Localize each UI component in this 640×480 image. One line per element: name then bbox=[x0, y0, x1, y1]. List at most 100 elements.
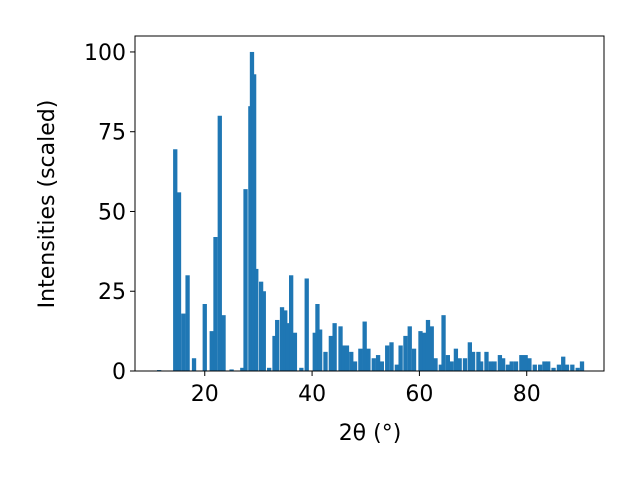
y-tick-label: 100 bbox=[84, 41, 126, 66]
x-tick-label: 80 bbox=[513, 382, 541, 407]
bar bbox=[570, 364, 575, 371]
bar bbox=[449, 361, 454, 371]
bar bbox=[352, 361, 358, 371]
y-tick-label: 0 bbox=[112, 360, 126, 385]
bar bbox=[176, 192, 182, 371]
bar bbox=[202, 304, 207, 371]
bar bbox=[349, 351, 354, 371]
bar bbox=[283, 310, 288, 371]
bar bbox=[181, 313, 186, 371]
bar bbox=[445, 355, 450, 371]
bar bbox=[422, 332, 427, 371]
bar bbox=[542, 361, 547, 371]
y-tick-label: 50 bbox=[98, 200, 126, 225]
bar bbox=[191, 358, 197, 371]
bar bbox=[217, 115, 222, 371]
bar bbox=[289, 275, 294, 371]
bar bbox=[292, 332, 298, 371]
bar bbox=[240, 367, 245, 371]
bar bbox=[513, 361, 519, 371]
bar bbox=[551, 367, 556, 371]
bar bbox=[366, 348, 371, 371]
bar bbox=[279, 307, 285, 371]
bar bbox=[523, 355, 528, 371]
x-axis-label: 2θ (°) bbox=[339, 421, 402, 446]
bar bbox=[323, 351, 328, 371]
bar bbox=[379, 361, 384, 371]
bar bbox=[258, 281, 264, 371]
bar bbox=[251, 74, 257, 372]
bar bbox=[418, 331, 423, 371]
bar bbox=[272, 335, 277, 371]
bar bbox=[457, 358, 462, 371]
x-tick-label: 20 bbox=[191, 382, 219, 407]
bar bbox=[209, 331, 214, 371]
bar bbox=[500, 358, 506, 371]
bar bbox=[221, 315, 226, 371]
bar bbox=[484, 351, 489, 371]
bar bbox=[362, 321, 367, 371]
bar bbox=[173, 149, 178, 371]
bar bbox=[476, 351, 481, 371]
bar bbox=[488, 361, 493, 371]
bar bbox=[519, 355, 524, 371]
bar bbox=[441, 315, 446, 371]
bar bbox=[394, 364, 400, 371]
bar bbox=[575, 367, 580, 371]
bar bbox=[213, 237, 218, 371]
bar bbox=[429, 326, 434, 371]
bar bbox=[537, 364, 543, 371]
y-axis-label: Intensities (scaled) bbox=[35, 100, 60, 309]
bar bbox=[254, 268, 259, 371]
bar bbox=[556, 364, 562, 371]
bar bbox=[462, 358, 468, 371]
bar bbox=[564, 364, 570, 371]
bar bbox=[375, 355, 381, 371]
bar bbox=[389, 342, 394, 371]
bar bbox=[371, 358, 376, 371]
bar bbox=[561, 356, 566, 371]
bar bbox=[425, 319, 431, 371]
bar bbox=[398, 345, 403, 371]
bar bbox=[497, 355, 503, 371]
bar bbox=[385, 345, 390, 371]
bar bbox=[527, 358, 532, 371]
bar bbox=[509, 361, 514, 371]
bar bbox=[315, 304, 320, 371]
bar bbox=[185, 275, 190, 371]
bar bbox=[505, 364, 511, 371]
bar bbox=[546, 361, 551, 371]
bar bbox=[317, 329, 323, 371]
bar bbox=[492, 361, 497, 371]
bar bbox=[438, 364, 444, 371]
bar bbox=[467, 342, 472, 371]
bar bbox=[304, 278, 309, 371]
y-tick-label: 75 bbox=[98, 121, 126, 146]
bar bbox=[243, 189, 248, 371]
bar bbox=[411, 348, 417, 371]
bar bbox=[338, 326, 343, 371]
bar bbox=[261, 291, 266, 371]
bar bbox=[358, 348, 363, 371]
bar bbox=[312, 332, 317, 371]
x-tick-label: 60 bbox=[405, 382, 433, 407]
bar bbox=[470, 351, 476, 371]
bar bbox=[332, 323, 337, 371]
bar bbox=[478, 361, 484, 371]
bar bbox=[229, 369, 234, 371]
bar bbox=[532, 364, 537, 371]
bar bbox=[341, 345, 346, 371]
bar bbox=[403, 335, 408, 371]
bar bbox=[267, 367, 272, 371]
bar bbox=[433, 358, 438, 371]
bar bbox=[453, 348, 459, 371]
bar bbox=[407, 326, 412, 371]
bar bbox=[275, 319, 280, 371]
bar bbox=[579, 361, 585, 371]
bar bbox=[328, 335, 334, 371]
bar bbox=[299, 367, 304, 371]
plot-frame bbox=[134, 35, 605, 372]
bar bbox=[344, 345, 350, 371]
x-tick-label: 40 bbox=[298, 382, 326, 407]
